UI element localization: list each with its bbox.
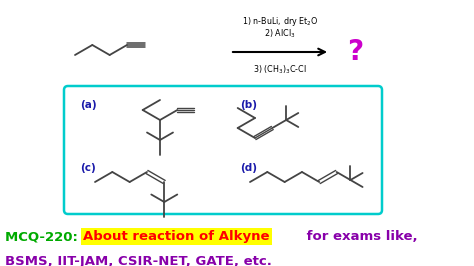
Text: 2) AlCl$_3$: 2) AlCl$_3$	[264, 28, 296, 40]
Text: (c): (c)	[80, 163, 96, 173]
Text: (b): (b)	[240, 100, 257, 110]
Text: ?: ?	[347, 38, 363, 66]
Text: (a): (a)	[80, 100, 97, 110]
Text: for exams like,: for exams like,	[302, 230, 418, 243]
FancyBboxPatch shape	[64, 86, 382, 214]
Text: About reaction of Alkyne: About reaction of Alkyne	[83, 230, 269, 243]
Text: BSMS, IIT-JAM, CSIR-NET, GATE, etc.: BSMS, IIT-JAM, CSIR-NET, GATE, etc.	[5, 255, 272, 266]
Text: 3) (CH$_3$)$_3$C-Cl: 3) (CH$_3$)$_3$C-Cl	[253, 63, 307, 76]
Text: 1) n-BuLi, dry Et$_2$O: 1) n-BuLi, dry Et$_2$O	[242, 15, 319, 28]
Text: (d): (d)	[240, 163, 257, 173]
Text: MCQ-220:: MCQ-220:	[5, 230, 82, 243]
